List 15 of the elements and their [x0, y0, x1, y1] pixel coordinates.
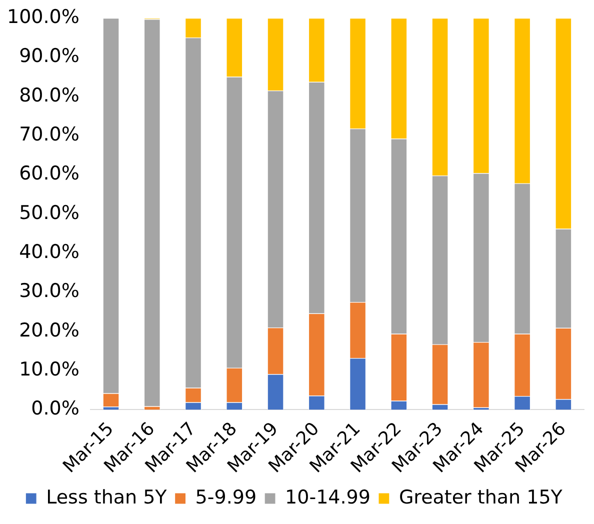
y-tick-label: 20.0% — [19, 319, 80, 342]
y-tick-label: 90.0% — [19, 45, 80, 68]
y-tick-label: 40.0% — [19, 240, 80, 263]
y-tick-label: 70.0% — [19, 123, 80, 146]
y-tick-label: 80.0% — [19, 84, 80, 106]
y-tick-label: 100.0% — [6, 6, 80, 28]
y-tick-label: 50.0% — [19, 202, 80, 224]
legend-label: Greater than 15Y — [398, 486, 563, 508]
y-tick-label: 30.0% — [19, 280, 80, 302]
legend-label: Less than 5Y — [46, 486, 168, 508]
legend-label: 10-14.99 — [285, 486, 370, 508]
y-tick-label: 0.0% — [31, 398, 80, 420]
y-tick-label: 60.0% — [19, 162, 80, 185]
legend-label: 5-9.99 — [195, 486, 257, 508]
y-tick-label: 10.0% — [19, 358, 80, 380]
